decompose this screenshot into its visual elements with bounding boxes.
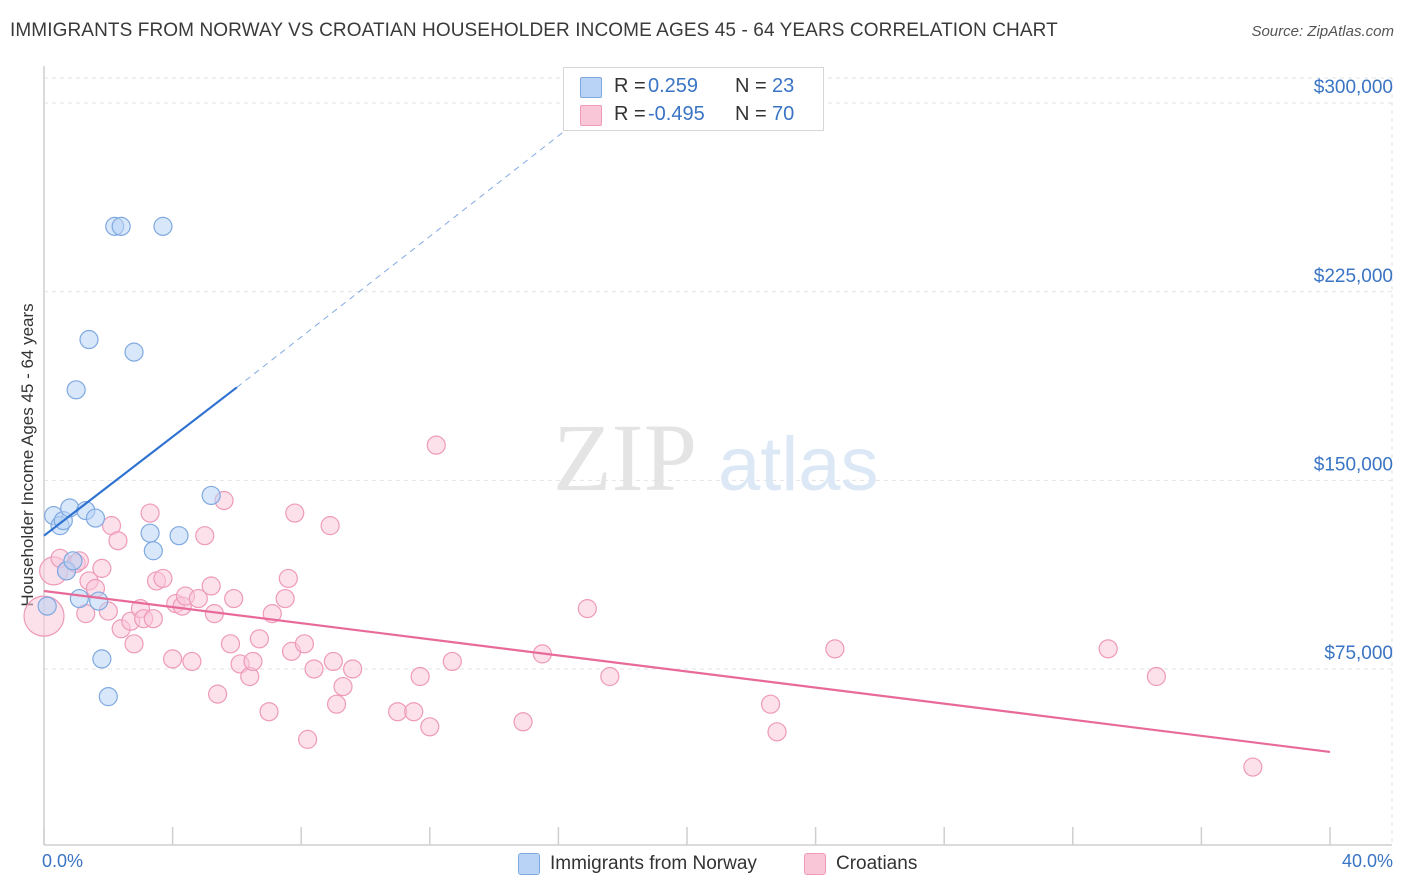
norway-point (66, 380, 86, 400)
croatian-point (182, 651, 202, 672)
croatian-point (243, 651, 263, 672)
legend-swatch-croatians (580, 105, 602, 126)
r-value: -0.495 (648, 103, 705, 125)
croatian-point (426, 435, 446, 455)
croatian-point (410, 666, 430, 687)
source-label: Source: ZipAtlas.com (1251, 23, 1394, 40)
y-tick-labels: $75,000 $150,000 $225,000 $300,000 (1314, 77, 1393, 664)
croatian-point (195, 526, 215, 546)
norway-point (37, 596, 57, 616)
croatian-point (577, 599, 597, 619)
croatian-point (442, 651, 462, 672)
legend-label-norway: Immigrants from Norway (550, 853, 757, 874)
croatian-point (1243, 757, 1263, 777)
r-label: R = (614, 75, 646, 97)
croatian-point (108, 531, 128, 551)
norway-point (69, 588, 89, 609)
norway-point (111, 216, 131, 236)
croatian-point (298, 729, 318, 749)
croatian-point (224, 588, 244, 609)
croatian-point (124, 634, 144, 654)
croatian-point (326, 694, 347, 714)
axes (43, 66, 1392, 846)
legend-label-croatians: Croatians (836, 853, 918, 874)
croatian-point (294, 634, 315, 654)
croatian-point (259, 702, 279, 722)
legend-swatch-norway (518, 853, 540, 875)
norway-point (169, 526, 189, 546)
croatian-point (153, 568, 173, 589)
croatian-point (767, 722, 787, 742)
y-tick-label: $225,000 (1314, 266, 1393, 287)
legend-swatch-croatians (804, 853, 826, 875)
croatian-point (143, 609, 163, 629)
data-points (23, 216, 1263, 777)
x-tick-label-max: 40.0% (1341, 851, 1393, 871)
watermark-zip: ZIP (553, 404, 697, 511)
legend-swatch-norway (580, 77, 602, 98)
croatian-trendline (43, 589, 1331, 754)
croatian-point (188, 588, 208, 609)
croatian-point (208, 684, 228, 704)
watermark: ZIP atlas (553, 404, 879, 511)
croatian-point (140, 503, 160, 523)
correlation-legend: R = 0.259 N = 23 R = -0.495 N = 70 (563, 67, 824, 131)
norway-point (85, 508, 106, 528)
croatian-point (600, 666, 620, 687)
y-tick-label: $150,000 (1314, 454, 1393, 475)
croatian-point (760, 694, 781, 714)
norway-trendline-extension (236, 122, 575, 388)
norway-point (143, 541, 163, 561)
y-tick-label: $300,000 (1314, 77, 1393, 98)
r-label: R = (614, 103, 646, 125)
croatian-point (404, 702, 424, 722)
norway-trendline (43, 386, 238, 537)
norway-point (124, 342, 144, 362)
croatian-point (220, 634, 241, 654)
trend-lines (43, 122, 1331, 754)
croatian-point (825, 639, 845, 659)
croatian-point (92, 558, 112, 578)
croatian-point (343, 659, 363, 679)
croatian-point (201, 576, 221, 596)
croatian-point (1098, 639, 1118, 659)
norway-point (89, 591, 109, 611)
norway-point (60, 498, 80, 518)
n-value: 23 (772, 75, 795, 97)
norway-point (63, 551, 83, 571)
croatian-point (285, 503, 305, 523)
croatian-point (163, 649, 183, 669)
series-legend: Immigrants from Norway Croatians (0, 851, 1406, 877)
croatian-point (320, 516, 340, 536)
r-value: 0.259 (648, 75, 699, 97)
croatian-point (278, 568, 298, 589)
norway-point (92, 649, 112, 669)
norway-point (79, 329, 99, 350)
norway-point (140, 523, 160, 543)
croatian-point (249, 629, 270, 649)
n-label: N = (735, 75, 767, 97)
croatian-point (304, 659, 324, 679)
norway-point (153, 216, 173, 236)
watermark-atlas: atlas (718, 422, 879, 507)
n-label: N = (735, 103, 767, 125)
x-tick-label-min: 0.0% (42, 851, 84, 871)
n-value: 70 (772, 103, 795, 125)
croatian-point (388, 702, 408, 722)
croatian-point (1146, 666, 1166, 687)
chart-title: IMMIGRANTS FROM NORWAY VS CROATIAN HOUSE… (10, 20, 1058, 41)
norway-point (98, 687, 118, 707)
y-tick-label: $75,000 (1324, 643, 1393, 664)
croatian-point (420, 717, 440, 737)
croatian-point (275, 588, 295, 609)
croatian-point (513, 712, 533, 732)
norway-point (201, 485, 221, 506)
croatian-point (333, 676, 353, 697)
croatian-point (323, 651, 343, 672)
